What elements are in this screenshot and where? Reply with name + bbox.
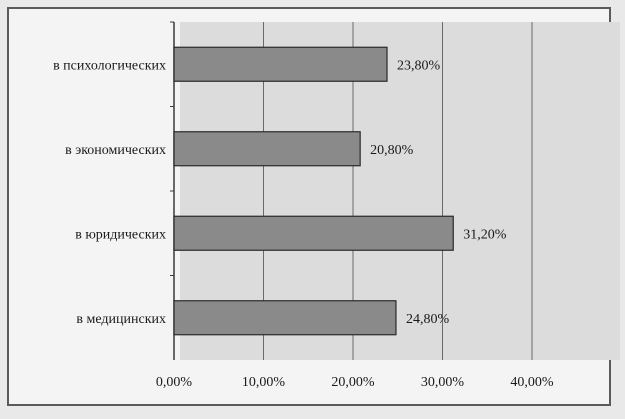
x-tick-label: 0,00% (156, 375, 193, 390)
category-label: в психологических (53, 58, 166, 73)
data-label: 23,80% (397, 58, 441, 73)
x-tick-label: 10,00% (242, 375, 286, 390)
bar (173, 46, 388, 82)
bar (173, 131, 361, 167)
x-tick-label: 30,00% (421, 375, 465, 390)
x-tick-label: 20,00% (331, 375, 375, 390)
bar (173, 300, 397, 336)
category-label: в экономических (65, 143, 166, 158)
data-label: 20,80% (370, 143, 414, 158)
category-label: в медицинских (76, 312, 166, 327)
x-tick-label: 40,00% (510, 375, 554, 390)
category-label: в юридических (75, 227, 166, 242)
data-label: 24,80% (406, 312, 450, 327)
data-label: 31,20% (463, 227, 507, 242)
bar (173, 215, 454, 251)
